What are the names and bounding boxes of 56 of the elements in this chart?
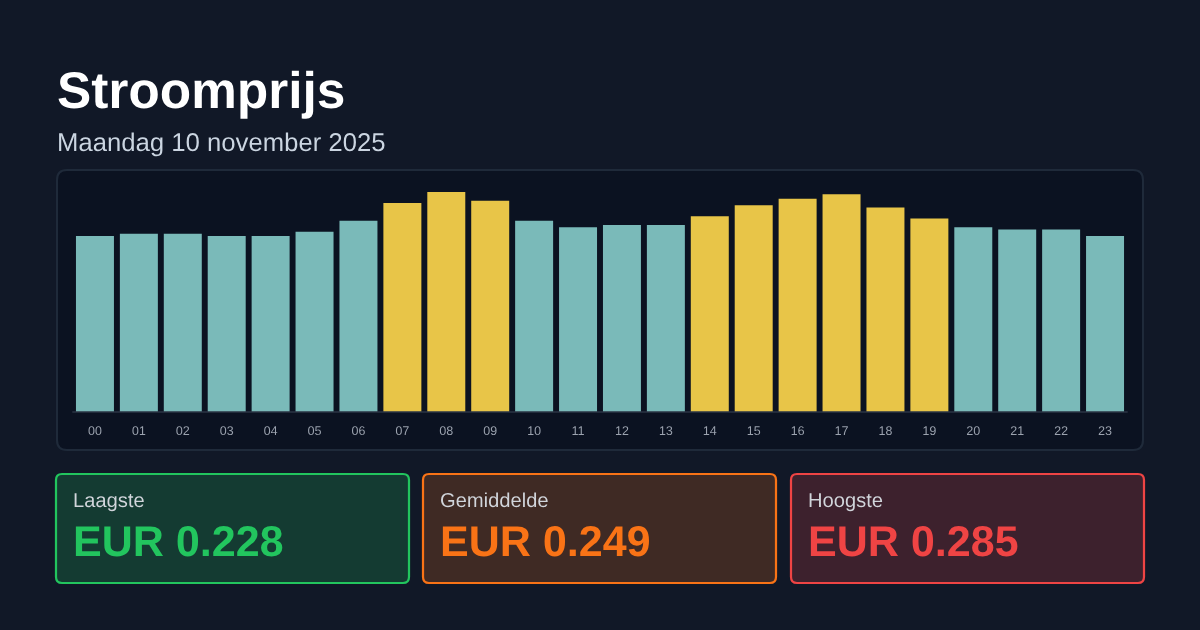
x-tick-label: 09: [483, 426, 497, 436]
x-tick-label: 18: [879, 426, 892, 436]
x-tick-label: 22: [1054, 426, 1068, 435]
text: EUR 0.228: [75, 525, 283, 557]
x-tick-label: 14: [703, 426, 717, 435]
bar: [1086, 236, 1125, 412]
x-tick-label: 10: [528, 426, 541, 436]
bar: [1042, 229, 1081, 412]
x-tick-label: 07: [395, 426, 409, 436]
text: EUR 0.249: [442, 525, 650, 557]
bar: [163, 233, 202, 412]
bar: [207, 236, 246, 412]
chart-subtitle: Maandag 10 november 2025: [59, 132, 385, 157]
bar: [251, 236, 290, 412]
x-tick-label: 16: [791, 426, 805, 436]
x-tick-label: 08: [439, 426, 453, 436]
x-tick-label: 21: [1010, 426, 1024, 435]
bar: [822, 194, 861, 412]
bar: [119, 233, 158, 412]
bar: [954, 227, 993, 412]
bar: [339, 220, 378, 412]
text: Hoogste: [809, 493, 883, 512]
bar: [515, 220, 554, 412]
x-tick-label: 15: [747, 426, 761, 436]
x-tick-label: 23: [1098, 426, 1112, 436]
bar: [383, 203, 422, 412]
x-tick-label: 02: [176, 426, 190, 436]
x-tick-label: 05: [308, 426, 321, 436]
bar: [778, 198, 817, 412]
bar: [427, 192, 466, 412]
text: EUR 0.285: [810, 525, 1018, 557]
bar: [690, 216, 729, 412]
bar: [471, 200, 510, 412]
chart-title: Stroomprijs: [58, 70, 344, 119]
bar: [295, 231, 334, 412]
x-tick-label: 06: [352, 426, 365, 436]
x-tick-label: 04: [264, 426, 278, 436]
x-tick-label: 13: [659, 426, 673, 436]
bar: [734, 205, 773, 412]
bar: [910, 218, 949, 412]
text: Gemiddelde: [441, 492, 548, 508]
x-tick-label: 20: [966, 426, 980, 436]
bar: [602, 225, 641, 412]
bar: [866, 207, 905, 412]
bar: [559, 227, 598, 412]
text: Laagste: [74, 493, 144, 512]
x-tick-label: 01: [132, 426, 146, 436]
bar: [998, 229, 1037, 412]
x-tick-label: 03: [220, 426, 234, 436]
x-tick-label: 12: [615, 426, 629, 435]
x-tick-label: 17: [835, 426, 848, 435]
x-tick-label: 00: [88, 426, 102, 436]
x-tick-label: 11: [572, 426, 584, 435]
bar: [75, 236, 114, 412]
x-tick-label: 19: [923, 426, 936, 436]
bar: [646, 225, 685, 412]
